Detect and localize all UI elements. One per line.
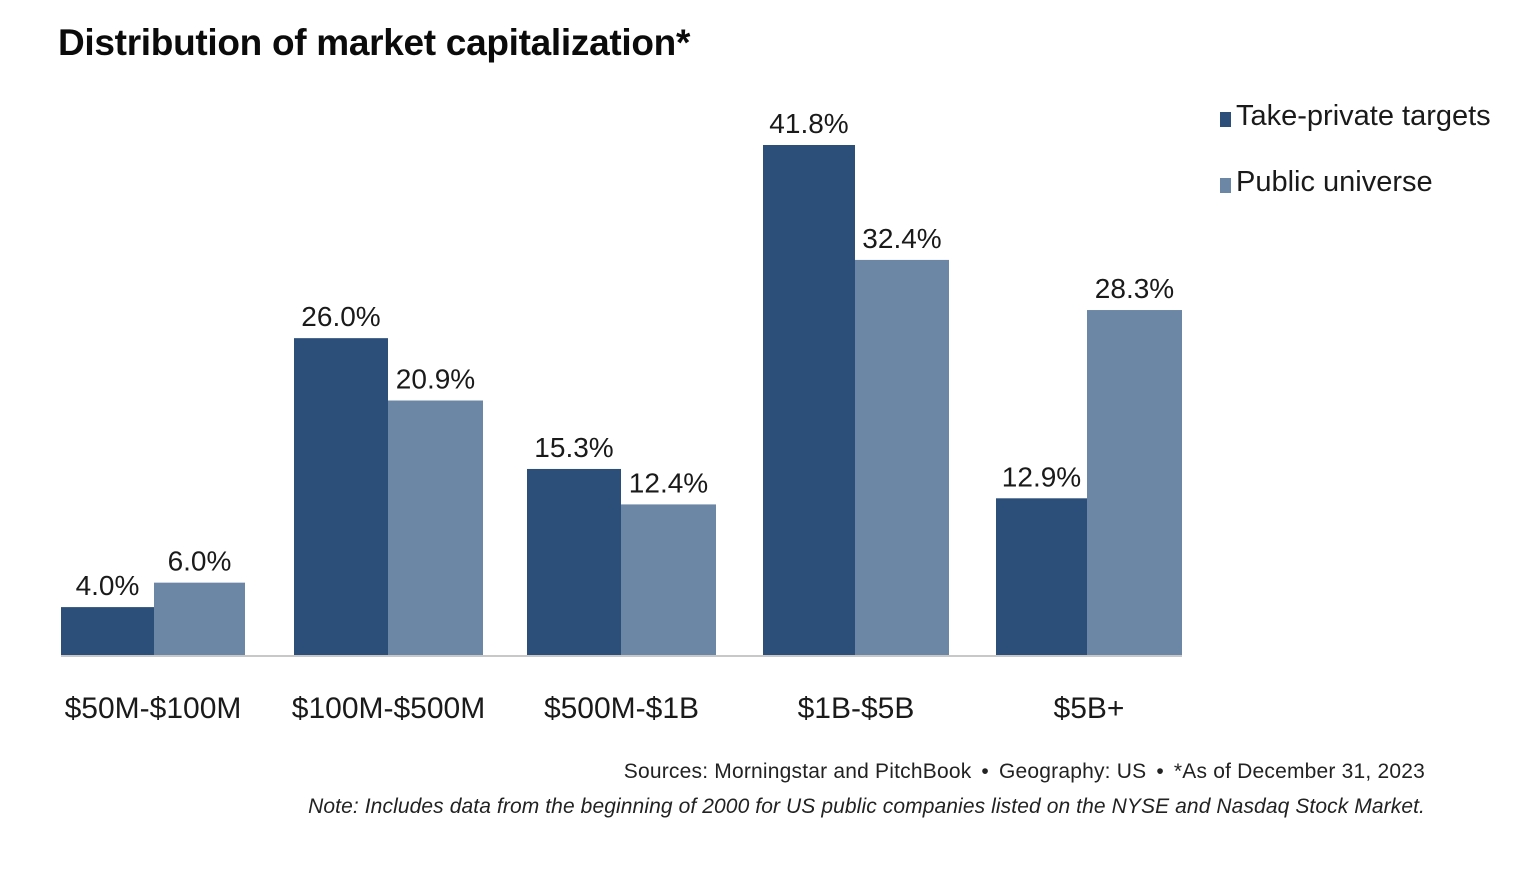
bar-public-universe-50m-100m (154, 582, 245, 656)
bar-take-private-targets-500m-1b (527, 468, 621, 656)
note-text: Note: Includes data from the beginning o… (308, 795, 1425, 818)
legend-label-public-universe: Public universe (1236, 166, 1433, 198)
x-tick-label-100m-500m: $100M-$500M (292, 692, 485, 725)
separator-dot: • (981, 760, 989, 783)
bar-take-private-targets-50m-100m (61, 607, 154, 656)
legend-swatch-public-universe (1220, 178, 1231, 193)
sources-line: Sources: Morningstar and PitchBook • Geogr… (624, 760, 1425, 784)
bar-public-universe-100m-500m (388, 400, 483, 656)
x-tick-label-500m-1b: $500M-$1B (544, 692, 699, 725)
source-text: Sources: Morningstar and PitchBook (623, 760, 972, 783)
legend-item-take-private: Take-private targets (1220, 100, 1510, 133)
chart-title: Distribution of market capitalization* (58, 22, 691, 63)
x-tick-label-5b: $5B+ (1054, 692, 1125, 725)
bar-public-universe-500m-1b (621, 504, 716, 656)
bar-public-universe-1b-5b (855, 259, 949, 656)
data-label-public-universe-50m-100m: 6.0% (168, 546, 232, 577)
data-label-public-universe-5b: 28.3% (1095, 273, 1174, 304)
data-label-public-universe-500m-1b: 12.4% (629, 467, 708, 498)
x-tick-label-50m-100m: $50M-$100M (65, 692, 242, 725)
legend-item-public-universe: Public universe (1220, 166, 1510, 199)
legend-swatch-take-private (1220, 112, 1231, 127)
as-of-text: *As of December 31, 2023 (1173, 760, 1425, 783)
data-label-take-private-targets-500m-1b: 15.3% (534, 432, 613, 463)
separator-dot: • (1156, 760, 1164, 783)
bar-public-universe-5b (1087, 310, 1182, 656)
data-label-take-private-targets-1b-5b: 41.8% (769, 108, 848, 139)
data-label-public-universe-1b-5b: 32.4% (862, 223, 941, 254)
data-label-take-private-targets-50m-100m: 4.0% (76, 570, 140, 601)
legend-label-take-private: Take-private targets (1236, 100, 1491, 132)
data-label-take-private-targets-100m-500m: 26.0% (301, 301, 380, 332)
bar-take-private-targets-1b-5b (763, 145, 855, 656)
data-label-public-universe-100m-500m: 20.9% (396, 364, 475, 395)
bar-take-private-targets-100m-500m (294, 338, 388, 656)
geography-text: Geography: US (998, 760, 1147, 783)
bar-take-private-targets-5b (996, 498, 1087, 656)
legend: Take-private targets Public universe (1220, 100, 1510, 199)
x-tick-label-1b-5b: $1B-$5B (798, 692, 915, 725)
data-label-take-private-targets-5b: 12.9% (1002, 461, 1081, 492)
